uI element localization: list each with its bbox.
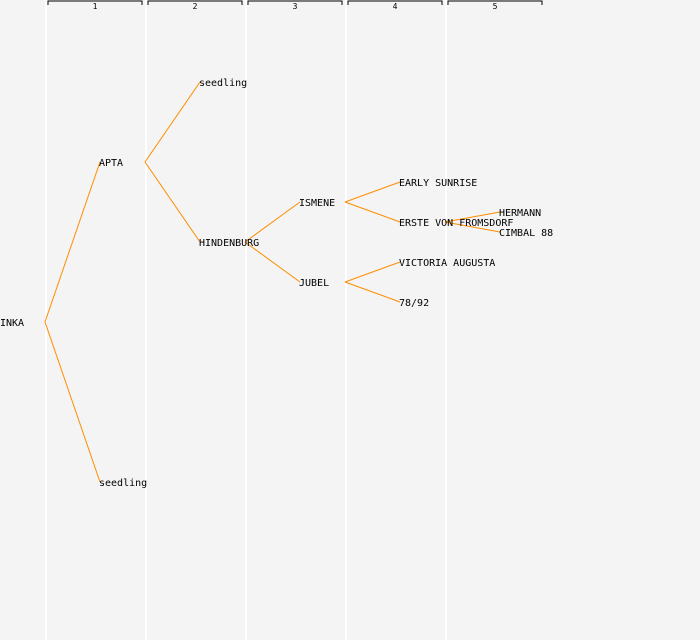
pedigree-node-label[interactable]: ERSTE VON FROMSDORF (399, 218, 513, 229)
generation-bracket (247, 0, 343, 5)
pedigree-link (444, 221, 501, 233)
pedigree-links (44, 81, 501, 483)
pedigree-link (144, 81, 201, 163)
generation-bracket (147, 0, 243, 5)
pedigree-link (44, 161, 101, 323)
pedigree-node-label[interactable]: seedling (99, 478, 147, 489)
pedigree-node-label[interactable]: 78/92 (399, 298, 429, 309)
pedigree-node-label[interactable]: HINDENBURG (199, 238, 259, 249)
pedigree-link (44, 321, 101, 483)
pedigree-node-label[interactable]: HERMANN (499, 208, 541, 219)
column-divider (145, 0, 147, 640)
generation-label: 1 (93, 2, 98, 11)
pedigree-link (344, 281, 401, 303)
pedigree-link (144, 161, 201, 243)
pedigree-node-label[interactable]: EARLY SUNRISE (399, 178, 477, 189)
column-divider (245, 0, 247, 640)
generation-bracket (347, 0, 443, 5)
generation-headers: 1 2 3 4 5 (47, 0, 543, 11)
column-divider (445, 0, 447, 640)
pedigree-node-label[interactable]: ISMENE (299, 198, 335, 209)
pedigree-labels: INKA APTA seedling seedling HINDENBURG ISMENE… (0, 78, 553, 489)
pedigree-link (344, 261, 401, 283)
generation-bracket (447, 0, 543, 5)
pedigree-node-label[interactable]: VICTORIA AUGUSTA (399, 258, 495, 269)
pedigree-link (244, 201, 301, 243)
pedigree-link (344, 201, 401, 223)
pedigree-node-label[interactable]: APTA (99, 158, 123, 169)
generation-label: 4 (393, 2, 398, 11)
generation-bracket (47, 0, 143, 5)
generation-label: 2 (193, 2, 198, 11)
generation-columns (45, 0, 447, 640)
pedigree-node-label[interactable]: INKA (0, 318, 24, 329)
pedigree-node-label[interactable]: seedling (199, 78, 247, 89)
column-divider (345, 0, 347, 640)
pedigree-link (344, 181, 401, 203)
pedigree-node-label[interactable]: CIMBAL 88 (499, 228, 553, 239)
pedigree-link (244, 241, 301, 283)
generation-label: 3 (293, 2, 298, 11)
pedigree-link (444, 211, 501, 223)
generation-label: 5 (493, 2, 498, 11)
pedigree-node-label[interactable]: JUBEL (299, 278, 329, 289)
